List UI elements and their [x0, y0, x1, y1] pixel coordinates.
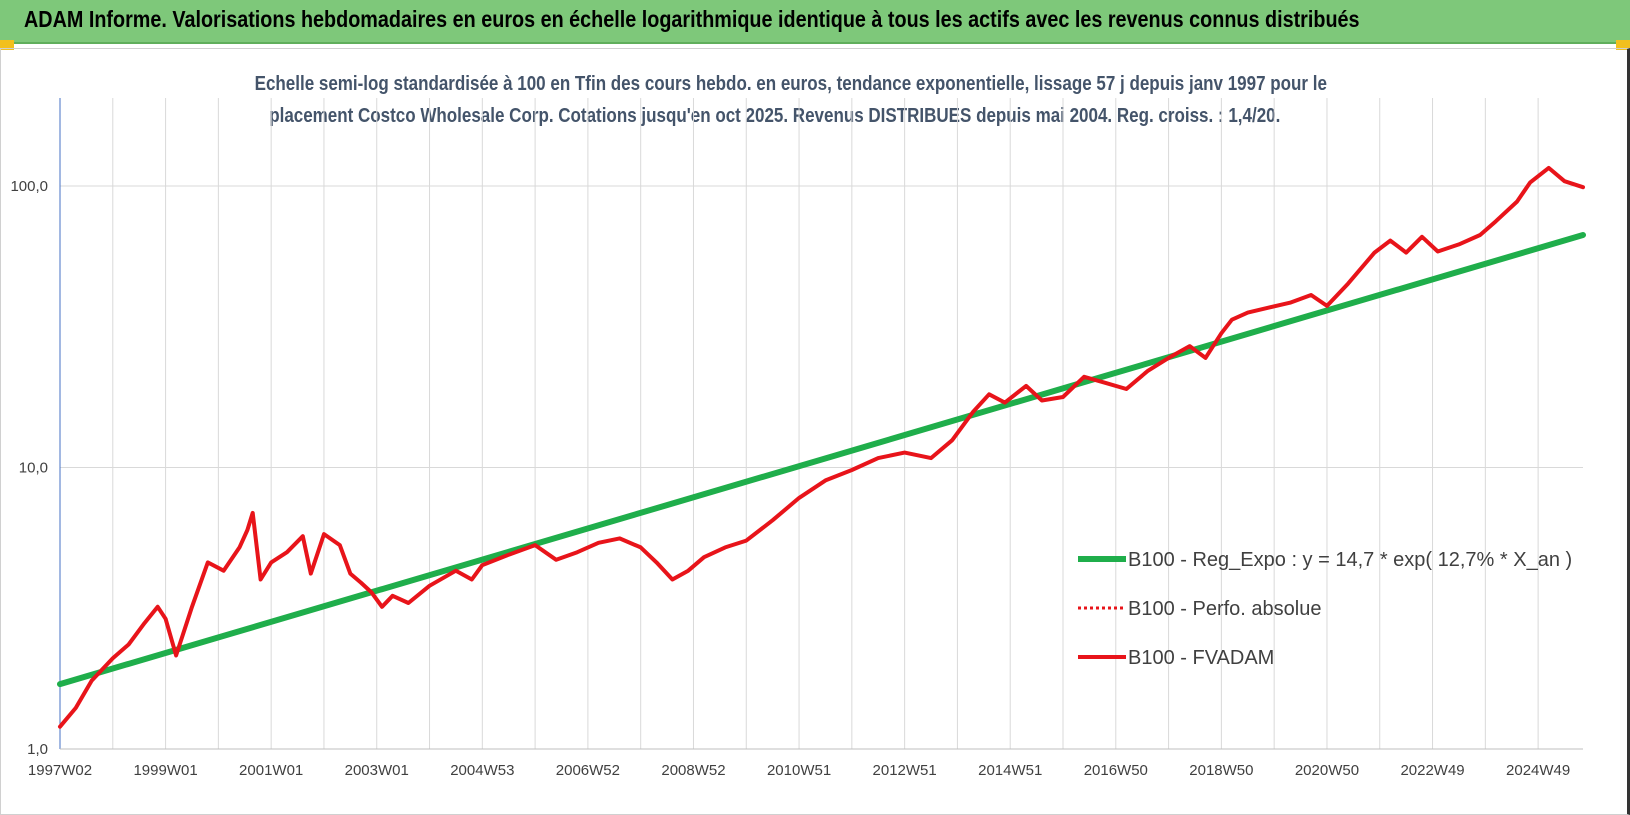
x-tick-label: 2004W53 [450, 762, 514, 779]
x-tick-label: 2014W51 [978, 762, 1042, 779]
banner-title: ADAM Informe. Valorisations hebdomadaire… [24, 6, 1360, 32]
series-layer [57, 165, 1586, 729]
series-line-fvadam [58, 165, 1585, 729]
legend-entry: B100 - FVADAM [1128, 647, 1274, 669]
legend: B100 - Reg_Expo : y = 14,7 * exp( 12,7% … [1078, 549, 1572, 669]
tick-labels: 1,0 10,0 100,0 1997W02 1999W01 2001W01 2003W01… [10, 178, 1570, 779]
grid [59, 98, 1583, 750]
x-tick-label: 2012W51 [873, 762, 937, 779]
axes [59, 98, 1583, 750]
legend-entry: B100 - Perfo. absolue [1128, 598, 1321, 620]
x-tick-label: 2008W52 [661, 762, 725, 779]
x-tick-label: 2022W49 [1400, 762, 1464, 779]
banner: ADAM Informe. Valorisations hebdomadaire… [0, 0, 1630, 44]
series-line-regression [57, 232, 1586, 688]
corner-marker-right [1616, 40, 1630, 50]
x-tick-label: 2024W49 [1506, 762, 1570, 779]
chart-title: Echelle semi-log standardisée à 100 en T… [160, 68, 1390, 132]
x-tick-label: 2018W50 [1189, 762, 1253, 779]
chart-title-line-1: Echelle semi-log standardisée à 100 en T… [254, 73, 1327, 95]
x-tick-label: 2003W01 [345, 762, 409, 779]
x-tick-label: 2020W50 [1295, 762, 1359, 779]
y-tick-label: 10,0 [19, 460, 48, 477]
x-tick-label: 2001W01 [239, 762, 303, 779]
x-tick-label: 1999W01 [133, 762, 197, 779]
y-tick-label: 100,0 [10, 178, 48, 195]
corner-marker-left [0, 40, 14, 50]
x-tick-label: 2010W51 [767, 762, 831, 779]
y-tick-label: 1,0 [27, 741, 48, 758]
x-tick-label: 1997W02 [28, 762, 92, 779]
x-tick-label: 2006W52 [556, 762, 620, 779]
chart-title-line-2: placement Costco Wholesale Corp. Cotatio… [269, 105, 1281, 127]
x-tick-label: 2016W50 [1084, 762, 1148, 779]
legend-entry: B100 - Reg_Expo : y = 14,7 * exp( 12,7% … [1128, 549, 1572, 571]
